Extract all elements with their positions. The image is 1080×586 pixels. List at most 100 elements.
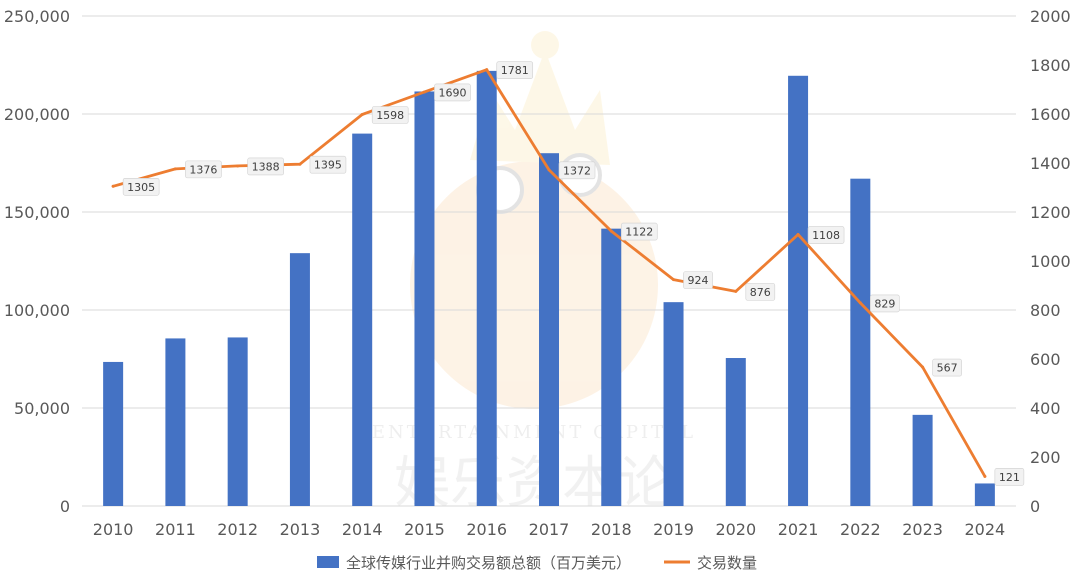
- bar: [165, 338, 186, 506]
- data-label-box: [932, 358, 962, 377]
- data-label-box: [558, 161, 596, 180]
- y-right-tick-label: 1800: [1030, 56, 1071, 75]
- y-right-tick-label: 1600: [1030, 105, 1071, 124]
- data-label-box: [807, 226, 845, 244]
- x-tick-label: 2021: [778, 520, 819, 539]
- bar: [103, 361, 124, 506]
- data-label-box: [185, 160, 222, 179]
- line-point: [485, 68, 489, 72]
- data-label-box: [434, 83, 471, 102]
- line-point: [858, 301, 862, 305]
- x-tick-label: 2020: [715, 520, 756, 539]
- line-point: [547, 168, 551, 172]
- x-tick-label: 2019: [653, 520, 694, 539]
- line-point: [983, 474, 987, 478]
- y-right-tick-label: 2000: [1030, 7, 1071, 26]
- x-tick-label: 2010: [93, 520, 134, 539]
- data-label: 1690: [438, 86, 466, 99]
- data-label: 1388: [252, 160, 280, 173]
- x-tick-label: 2015: [404, 520, 445, 539]
- y-right-tick-label: 0: [1030, 497, 1040, 516]
- bar: [788, 75, 809, 506]
- bar: [601, 228, 622, 506]
- x-tick-label: 2023: [902, 520, 943, 539]
- data-label: 1376: [189, 163, 217, 176]
- data-label-box: [309, 155, 347, 174]
- x-tick-label: 2014: [342, 520, 383, 539]
- line-point: [236, 164, 240, 168]
- crown-jewel-icon: [531, 31, 559, 59]
- bar-series: [103, 70, 995, 507]
- data-label-box: [683, 271, 713, 289]
- bar: [476, 70, 497, 506]
- data-label: 1781: [501, 64, 529, 77]
- data-labels: 1305 1376 1388 1395 1598 1690 1781 1372 1122 924 8…: [122, 61, 1025, 486]
- y-left-tick-label: 200,000: [4, 105, 70, 124]
- x-tick-label: 2017: [529, 520, 570, 539]
- line-point: [609, 229, 613, 233]
- legend-bar-label: 全球传媒行业并购交易额总额（百万美元）: [346, 554, 631, 572]
- bar: [352, 133, 373, 506]
- data-label: 1372: [563, 164, 591, 177]
- line-point: [360, 112, 364, 116]
- bar: [974, 483, 995, 506]
- y-right-tick-label: 400: [1030, 399, 1061, 418]
- y-left-tick-label: 0: [60, 497, 70, 516]
- data-label-box: [620, 222, 658, 241]
- y-left-tick-label: 50,000: [14, 399, 70, 418]
- line-point: [921, 365, 925, 369]
- data-label: 1108: [812, 229, 840, 242]
- data-label: 1395: [314, 159, 342, 172]
- data-label: 829: [874, 297, 895, 310]
- line-point: [734, 289, 738, 293]
- data-label-box: [371, 106, 409, 124]
- data-label: 1122: [625, 226, 653, 239]
- y-left-tick-label: 250,000: [4, 7, 70, 26]
- data-label-box: [122, 177, 160, 196]
- data-label-box: [745, 283, 776, 301]
- x-tick-label: 2022: [840, 520, 881, 539]
- bar: [850, 178, 871, 506]
- y-right-tick-label: 600: [1030, 350, 1061, 369]
- line-point: [422, 90, 426, 94]
- data-label: 1305: [127, 181, 155, 194]
- data-label-box: [496, 61, 534, 79]
- y-right-tick-label: 800: [1030, 301, 1061, 320]
- data-label: 876: [750, 286, 771, 299]
- x-tick-label: 2018: [591, 520, 632, 539]
- y-left-tick-label: 100,000: [4, 301, 70, 320]
- left-y-axis: 0 50,000 100,000 150,000 200,000 250,000: [4, 7, 70, 516]
- data-label: 924: [688, 274, 709, 287]
- data-label: 567: [937, 362, 958, 375]
- mascot-body-icon: [410, 161, 658, 409]
- y-right-tick-label: 1400: [1030, 154, 1071, 173]
- bar: [539, 153, 559, 506]
- legend-bar-swatch: [317, 556, 339, 568]
- legend: 全球传媒行业并购交易额总额（百万美元） 交易数量: [317, 554, 757, 572]
- bar: [414, 91, 435, 507]
- y-right-tick-label: 1000: [1030, 252, 1071, 271]
- data-label-box: [994, 468, 1025, 486]
- line-point: [672, 278, 676, 282]
- data-label: 1598: [376, 109, 404, 122]
- x-tick-label: 2012: [217, 520, 258, 539]
- legend-line-label: 交易数量: [697, 554, 757, 572]
- line-point: [111, 184, 115, 188]
- line-point: [796, 233, 800, 237]
- right-y-axis: 0 200 400 600 800 1000 1200 1400 1600 1800 2000: [1030, 7, 1071, 516]
- bar: [289, 253, 310, 506]
- x-tick-label: 2011: [155, 520, 196, 539]
- x-tick-label: 2013: [280, 520, 321, 539]
- data-label-box: [247, 157, 284, 176]
- y-left-tick-label: 150,000: [4, 203, 70, 222]
- data-label-box: [870, 294, 900, 313]
- line-point: [298, 162, 302, 166]
- line-point: [173, 167, 177, 171]
- bar: [725, 358, 746, 506]
- bar: [663, 302, 684, 506]
- x-axis: 2010 2011 2012 2013 2014 2015 2016 2017 2018 2019…: [93, 520, 1005, 539]
- bar: [227, 337, 248, 506]
- x-tick-label: 2024: [965, 520, 1006, 539]
